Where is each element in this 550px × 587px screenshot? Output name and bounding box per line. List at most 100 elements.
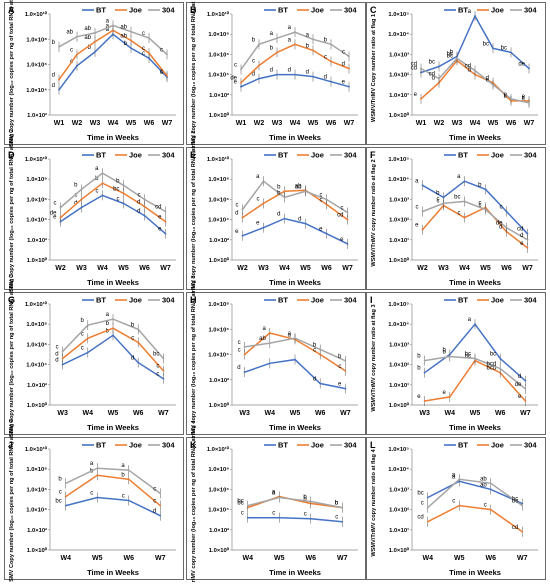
- data-point: [61, 357, 64, 360]
- significance-letter: d: [324, 75, 327, 81]
- x-axis-title: Time in Weeks: [269, 423, 321, 432]
- significance-letter: e: [522, 94, 526, 100]
- significance-letter: bc: [512, 497, 518, 503]
- significance-letter: d: [468, 68, 471, 74]
- x-tick-label: W4: [97, 265, 108, 272]
- data-point: [240, 68, 242, 71]
- data-point: [458, 504, 461, 507]
- y-tick-label: 1.0×10⁵: [388, 157, 409, 163]
- significance-letter: ab: [120, 25, 127, 31]
- legend-label-joe: Joe: [129, 6, 142, 15]
- data-point: [463, 200, 466, 203]
- data-point: [258, 64, 260, 67]
- data-point: [492, 47, 494, 50]
- data-point: [112, 29, 114, 32]
- significance-letter: c: [421, 501, 424, 507]
- legend-label-304: 304: [524, 441, 537, 450]
- significance-letter: c: [156, 372, 159, 378]
- significance-letter: c: [81, 331, 84, 337]
- series-line-304: [427, 478, 523, 509]
- x-tick-label: W7: [160, 265, 171, 272]
- data-point: [312, 75, 314, 78]
- series-line-joe: [60, 182, 166, 223]
- x-axis-title: Time in Weeks: [449, 568, 501, 577]
- significance-letter: e: [53, 215, 57, 221]
- series-line-bt: [427, 480, 523, 505]
- significance-letter: bc: [501, 45, 507, 51]
- legend-label-joe: Joe: [491, 441, 504, 450]
- x-tick-label: W2: [72, 120, 83, 127]
- data-point: [426, 520, 429, 523]
- x-tick-label: W7: [344, 120, 355, 127]
- significance-letter: c: [313, 348, 316, 354]
- significance-letter: ab: [295, 184, 302, 190]
- data-point: [86, 337, 89, 340]
- significance-letter: b: [88, 45, 92, 51]
- data-point: [276, 73, 278, 76]
- y-tick-label: 1.0×10⁴: [388, 467, 409, 473]
- y-tick-label: 1.0×10¹⁰: [25, 446, 48, 453]
- legend-label-joe: Joe: [311, 441, 324, 450]
- significance-letter: de: [230, 76, 237, 82]
- y-axis-title: WSMV Copy number (log₁₀ copies per ng of…: [9, 274, 15, 442]
- significance-letter: a: [256, 174, 260, 180]
- legend-label-joe: Joe: [311, 296, 324, 305]
- significance-letter: c: [241, 511, 244, 517]
- y-tick-label: 1.0×10²: [209, 377, 229, 384]
- x-tick-label: W5: [108, 410, 119, 417]
- data-point: [312, 49, 314, 52]
- significance-letter: cd: [512, 525, 518, 531]
- significance-letter: d: [298, 217, 301, 223]
- x-tick-label: W6: [506, 120, 517, 127]
- x-axis-title: Time in Weeks: [449, 423, 501, 432]
- data-point: [294, 43, 296, 46]
- data-point: [86, 351, 89, 354]
- significance-letter: d: [499, 225, 502, 231]
- y-tick-label: 1.0×10⁰: [27, 402, 48, 409]
- y-tick-label: 1.0×10³: [389, 196, 409, 203]
- data-point: [426, 506, 429, 509]
- y-tick-label: 1.0×10¹⁰: [207, 11, 230, 18]
- data-point: [58, 88, 60, 91]
- significance-letter: c: [236, 203, 239, 209]
- data-point: [112, 318, 114, 321]
- data-point: [122, 184, 125, 187]
- series-line-bt: [242, 217, 348, 245]
- significance-letter: b: [74, 182, 78, 188]
- x-tick-label: W6: [306, 555, 317, 562]
- significance-letter: ab: [259, 336, 266, 342]
- x-tick-label: W7: [520, 410, 531, 417]
- series-line-304: [422, 200, 528, 241]
- significance-letter: c: [138, 192, 141, 198]
- panel-label: D: [8, 150, 15, 160]
- x-tick-label: W2: [434, 120, 445, 127]
- data-point: [499, 357, 502, 360]
- significance-letter: c: [81, 345, 84, 351]
- y-tick-label: 1.0×10⁵: [388, 302, 409, 308]
- y-axis-title: TriMV copy number (log₁₀ copies per ng o…: [191, 131, 197, 296]
- y-tick-label: 1.0×10⁶: [208, 487, 229, 493]
- legend-label-bt: BT: [458, 151, 468, 160]
- x-tick-label: W4: [243, 555, 254, 562]
- x-tick-label: W6: [495, 410, 506, 417]
- data-point: [283, 217, 286, 220]
- x-tick-label: W3: [90, 120, 101, 127]
- legend-label-bt: BT: [96, 296, 106, 305]
- significance-letter: c: [341, 206, 344, 212]
- data-point: [304, 190, 307, 193]
- data-point: [505, 226, 508, 229]
- data-point: [59, 206, 62, 209]
- legend: BT Joe 304: [444, 6, 537, 15]
- y-tick-label: 1.0×10⁶: [26, 487, 47, 493]
- panel-frame: [366, 292, 546, 435]
- panel-frame: [186, 437, 366, 580]
- legend-label-joe: Joe: [129, 296, 142, 305]
- y-tick-label: 1.0×10²: [209, 92, 229, 99]
- y-axis-title: WSMV Copy number (log₁₀ copies per ng of…: [9, 129, 15, 297]
- x-axis-title: Time in Weeks: [87, 278, 139, 287]
- x-tick-label: W4: [61, 555, 72, 562]
- data-point: [258, 43, 260, 46]
- data-point: [76, 53, 78, 56]
